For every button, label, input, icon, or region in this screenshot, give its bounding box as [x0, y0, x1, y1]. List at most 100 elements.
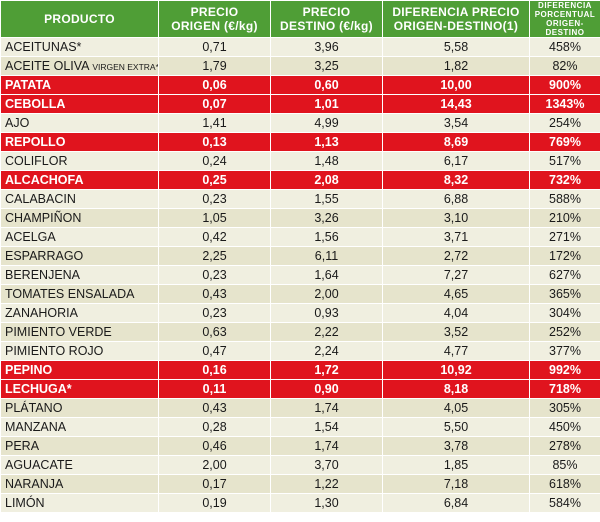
cell-origen: 0,47 [158, 341, 271, 361]
cell-porcentaje: 732% [529, 170, 600, 190]
cell-diferencia: 4,05 [382, 398, 530, 418]
cell-diferencia: 14,43 [382, 94, 530, 114]
cell-origen: 0,23 [158, 303, 271, 323]
cell-porcentaje: 305% [529, 398, 600, 418]
producto-name: ZANAHORIA [5, 306, 78, 320]
cell-porcentaje: 992% [529, 360, 600, 380]
cell-destino: 1,30 [270, 493, 383, 513]
cell-porcentaje: 304% [529, 303, 600, 323]
producto-name: ESPARRAGO [5, 249, 84, 263]
table-row: MANZANA 0,28 1,54 5,50 450% [0, 417, 600, 437]
header-precio-destino: PRECIO DESTINO (€/kg) [270, 0, 383, 38]
cell-producto: ALCACHOFA [0, 170, 159, 190]
cell-porcentaje: 588% [529, 189, 600, 209]
cell-origen: 0,28 [158, 417, 271, 437]
producto-name: PERA [5, 439, 40, 453]
producto-name: BERENJENA [5, 268, 81, 282]
producto-name: ACELGA [5, 230, 56, 244]
cell-diferencia: 7,18 [382, 474, 530, 494]
cell-porcentaje: 210% [529, 208, 600, 228]
cell-porcentaje: 172% [529, 246, 600, 266]
cell-destino: 2,22 [270, 322, 383, 342]
cell-origen: 0,25 [158, 170, 271, 190]
producto-name: PIMIENTO VERDE [5, 325, 112, 339]
table-row: CHAMPIÑON 1,05 3,26 3,10 210% [0, 208, 600, 228]
table-row: PATATA 0,06 0,60 10,00 900% [0, 75, 600, 95]
cell-diferencia: 1,82 [382, 56, 530, 76]
cell-destino: 1,01 [270, 94, 383, 114]
producto-name: ALCACHOFA [5, 173, 84, 187]
cell-destino: 2,00 [270, 284, 383, 304]
cell-porcentaje: 271% [529, 227, 600, 247]
cell-diferencia: 4,65 [382, 284, 530, 304]
table-row: ALCACHOFA 0,25 2,08 8,32 732% [0, 170, 600, 190]
table-row: ACELGA 0,42 1,56 3,71 271% [0, 227, 600, 247]
cell-destino: 1,48 [270, 151, 383, 171]
cell-origen: 0,46 [158, 436, 271, 456]
cell-producto: ACEITE OLIVA VIRGEN EXTRA* [0, 56, 159, 76]
producto-name: PIMIENTO ROJO [5, 344, 104, 358]
cell-destino: 1,72 [270, 360, 383, 380]
cell-origen: 0,11 [158, 379, 271, 399]
cell-destino: 4,99 [270, 113, 383, 133]
cell-diferencia: 3,52 [382, 322, 530, 342]
producto-name: LIMÓN [5, 496, 45, 510]
table-row: PERA 0,46 1,74 3,78 278% [0, 436, 600, 456]
cell-porcentaje: 278% [529, 436, 600, 456]
producto-name: PLÁTANO [5, 401, 63, 415]
cell-origen: 0,42 [158, 227, 271, 247]
table-row: ZANAHORIA 0,23 0,93 4,04 304% [0, 303, 600, 323]
cell-porcentaje: 584% [529, 493, 600, 513]
cell-origen: 0,06 [158, 75, 271, 95]
table-row: TOMATES ENSALADA 0,43 2,00 4,65 365% [0, 284, 600, 304]
cell-destino: 1,54 [270, 417, 383, 437]
table-row: PEPINO 0,16 1,72 10,92 992% [0, 360, 600, 380]
table-body: ACEITUNAS* 0,71 3,96 5,58 458% ACEITE OLIVA V… [0, 37, 600, 513]
cell-producto: PATATA [0, 75, 159, 95]
table-row: LECHUGA* 0,11 0,90 8,18 718% [0, 379, 600, 399]
cell-producto: MANZANA [0, 417, 159, 437]
cell-destino: 2,08 [270, 170, 383, 190]
producto-name: CHAMPIÑON [5, 211, 82, 225]
cell-porcentaje: 82% [529, 56, 600, 76]
table-row: CEBOLLA 0,07 1,01 14,43 1343% [0, 94, 600, 114]
cell-producto: REPOLLO [0, 132, 159, 152]
cell-diferencia: 10,00 [382, 75, 530, 95]
cell-producto: ACEITUNAS* [0, 37, 159, 57]
cell-destino: 0,93 [270, 303, 383, 323]
cell-producto: PIMIENTO ROJO [0, 341, 159, 361]
producto-name: PATATA [5, 78, 52, 92]
cell-porcentaje: 718% [529, 379, 600, 399]
producto-name: CEBOLLA [5, 97, 66, 111]
cell-origen: 0,63 [158, 322, 271, 342]
cell-diferencia: 1,85 [382, 455, 530, 475]
cell-destino: 0,90 [270, 379, 383, 399]
cell-destino: 3,26 [270, 208, 383, 228]
cell-porcentaje: 85% [529, 455, 600, 475]
cell-destino: 3,96 [270, 37, 383, 57]
table-row: ESPARRAGO 2,25 6,11 2,72 172% [0, 246, 600, 266]
cell-destino: 6,11 [270, 246, 383, 266]
table-row: AGUACATE 2,00 3,70 1,85 85% [0, 455, 600, 475]
cell-diferencia: 8,18 [382, 379, 530, 399]
cell-diferencia: 3,10 [382, 208, 530, 228]
cell-porcentaje: 458% [529, 37, 600, 57]
cell-producto: COLIFLOR [0, 151, 159, 171]
table-row: PLÁTANO 0,43 1,74 4,05 305% [0, 398, 600, 418]
cell-producto: PLÁTANO [0, 398, 159, 418]
cell-diferencia: 8,69 [382, 132, 530, 152]
cell-origen: 2,25 [158, 246, 271, 266]
cell-destino: 1,22 [270, 474, 383, 494]
cell-producto: ESPARRAGO [0, 246, 159, 266]
cell-producto: AGUACATE [0, 455, 159, 475]
cell-diferencia: 3,54 [382, 113, 530, 133]
cell-origen: 0,19 [158, 493, 271, 513]
cell-origen: 0,43 [158, 284, 271, 304]
cell-origen: 0,13 [158, 132, 271, 152]
cell-destino: 1,56 [270, 227, 383, 247]
producto-subtitle: VIRGEN EXTRA* [92, 62, 159, 72]
cell-destino: 1,55 [270, 189, 383, 209]
producto-name: NARANJA [5, 477, 64, 491]
table-row: LIMÓN 0,19 1,30 6,84 584% [0, 493, 600, 513]
